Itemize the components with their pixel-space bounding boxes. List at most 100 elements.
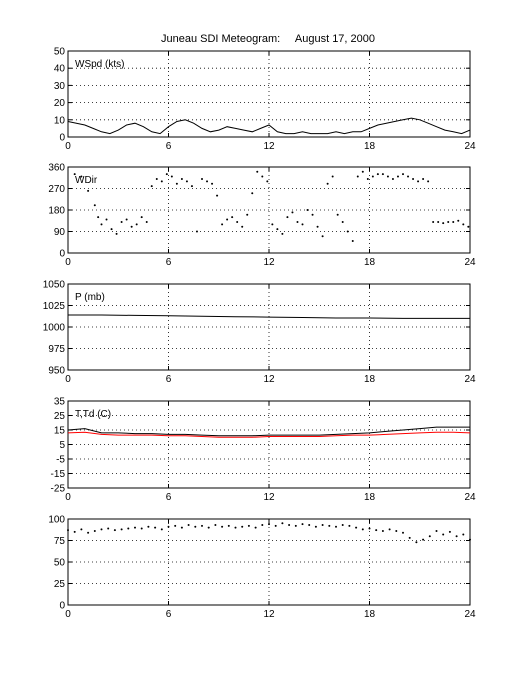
y-tick-label: 25 [54,579,66,590]
data-point [170,175,173,178]
x-tick-label: 0 [65,374,71,385]
data-point [73,173,76,176]
y-tick-label: 20 [54,98,66,109]
data-point [294,524,297,527]
data-point [130,225,133,228]
data-point [231,216,234,219]
data-point [381,530,384,533]
x-tick-label: 6 [166,257,172,268]
data-point [145,220,148,223]
y-tick-label: 0 [59,133,65,144]
data-point [336,213,339,216]
data-point [140,527,143,530]
data-point [125,218,128,221]
y-tick-label: -15 [51,469,66,480]
data-point [371,175,374,178]
data-point [256,170,259,173]
data-point [296,220,299,223]
data-point [435,530,438,533]
data-point [214,524,217,527]
data-point [167,525,170,528]
data-point [396,175,399,178]
data-point [415,541,418,544]
x-tick-label: 6 [166,141,172,152]
data-point [241,525,244,528]
data-point [356,175,359,178]
data-point [368,527,371,530]
x-tick-label: 0 [65,609,71,620]
series-line-0 [67,117,471,135]
data-point [442,222,445,225]
data-point [442,533,445,536]
data-point [150,185,153,188]
data-point [100,223,103,226]
data-point [135,223,138,226]
x-tick-label: 18 [364,374,376,385]
data-point [120,220,123,223]
data-point [462,223,465,226]
panel-3: 0 6 12 18 24 -25 -15 -5 5 15 25 35 T,Td (C) [51,397,476,504]
data-point [160,180,163,183]
panel-4: 0 6 12 18 24 0 25 50 75 100 [48,515,476,621]
data-point [271,223,274,226]
data-point [341,524,344,527]
data-point [432,220,435,223]
data-point [407,175,410,178]
data-point [412,177,415,180]
data-point [80,175,83,178]
data-point [447,220,450,223]
data-point [180,177,183,180]
x-tick-label: 24 [464,609,476,620]
data-point [437,220,440,223]
data-point [234,526,237,529]
y-tick-label: 50 [54,47,66,58]
data-point [134,526,136,529]
panel-2: 0 6 12 18 24 950 975 1000 1025 1050 P (mb) [43,280,476,386]
data-point [288,524,291,527]
y-tick-label: -25 [51,484,66,495]
data-point [113,529,116,532]
data-point [206,180,209,183]
data-point [391,177,394,180]
y-tick-label: 180 [48,206,65,217]
data-point [281,522,284,525]
x-tick-label: 24 [464,492,476,503]
data-point [321,524,324,527]
y-tick-label: 40 [54,64,66,75]
y-tick-label: 950 [48,366,65,377]
x-tick-label: 12 [263,609,275,620]
data-point [306,209,309,211]
data-point [254,526,257,529]
x-tick-label: 6 [166,609,172,620]
data-point [216,194,219,197]
data-point [351,240,354,243]
y-tick-label: 0 [59,601,65,612]
y-tick-label: 1050 [43,280,66,291]
x-tick-label: 12 [263,257,275,268]
data-point [110,228,113,231]
x-tick-label: 0 [65,257,71,268]
data-point [246,213,249,216]
data-point [201,177,203,180]
data-point [93,204,96,207]
data-point [190,185,193,188]
data-point [175,182,178,185]
data-point [457,219,460,222]
data-point [105,218,108,221]
y-tick-label: 360 [48,163,65,174]
data-point [467,225,470,228]
data-point [261,175,264,178]
x-tick-label: 0 [65,492,71,503]
data-point [408,536,411,539]
data-point [361,528,364,531]
data-point [97,216,100,219]
data-point [187,524,190,527]
data-point [388,528,391,531]
data-point [140,216,143,219]
data-point [316,225,319,228]
data-point [73,530,76,533]
data-point [207,526,210,529]
x-tick-label: 18 [364,141,376,152]
